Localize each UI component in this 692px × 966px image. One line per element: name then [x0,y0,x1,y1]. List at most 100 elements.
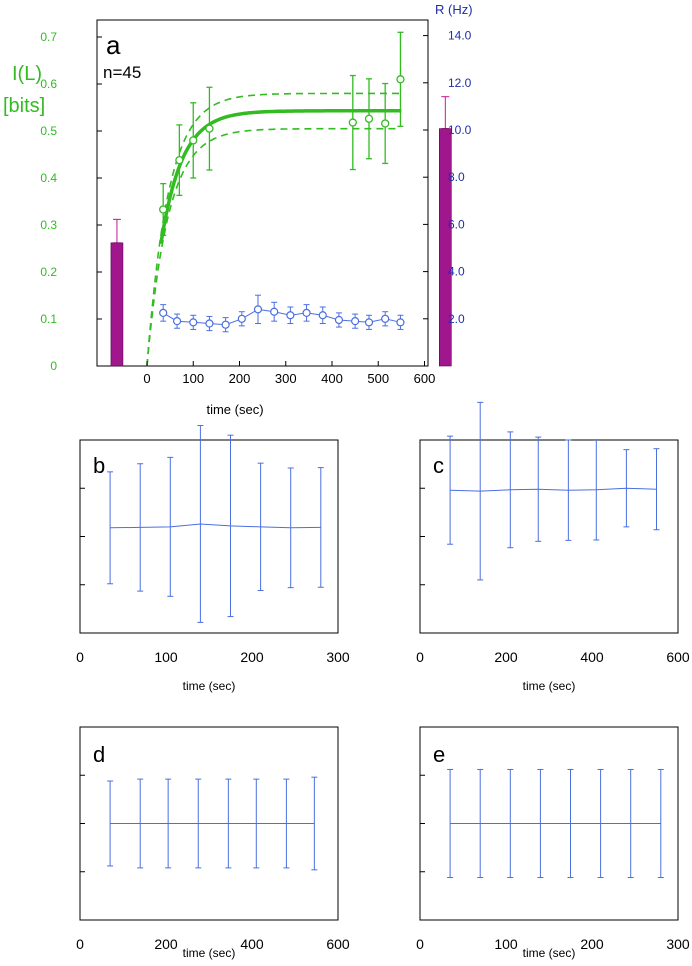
panel-b-xlabel: time (sec) [183,679,236,693]
panel-b-error-6 [287,467,294,589]
panel-c-label: c [433,453,444,478]
panel-a-fit-lower-band [146,127,401,367]
panel-a-left-tick-label-0: 0 [50,359,57,373]
panel-a-x-tick-label-1: 100 [182,371,204,386]
panel-b-error-4 [227,434,234,618]
panel-a-info-point-1 [175,155,184,165]
panel-b-error-0 [107,471,114,585]
panel-a-right-tick-label-1: 4.0 [448,265,465,279]
panel-a-rate-point-6 [253,305,263,314]
panel-a-right-tick-label-4: 10.0 [448,123,472,137]
panel-c-xlabel: time (sec) [523,679,576,693]
panel-a-label: a [106,30,121,60]
panel-a-info-point-2 [189,136,198,145]
panel-a-rate-point-2 [189,318,198,327]
panel-a-bar-1 [439,128,452,367]
panel-d-error-1 [137,778,144,869]
panel-c-error-3 [535,436,542,542]
panel-e-error-4 [567,768,574,879]
panel-e-error-5 [597,768,604,879]
panel-a-info-point-3 [205,124,214,133]
panel-b-x-tick-label-2: 200 [240,649,264,665]
panel-d-x-tick-label-1: 200 [154,936,178,952]
panel-e-xlabel: time (sec) [523,946,576,960]
panel-c-x-tick-label-0: 0 [416,649,424,665]
panel-e-error-3 [537,768,544,879]
panel-a-ylabel-line1: I(L) [12,63,42,85]
panel-d-xlabel: time (sec) [183,946,236,960]
panel-a-x-tick-label-5: 500 [367,371,389,386]
panel-a-right-tick-label-5: 12.0 [448,76,472,90]
panel-a-x-tick-label-2: 200 [229,371,251,386]
panel-c-x-tick-label-2: 400 [580,649,604,665]
panel-c-error-5 [593,439,600,541]
panel-d-error-2 [165,778,172,869]
panel-e-error-7 [657,768,664,879]
panel-c-error-0 [447,435,454,545]
panel-d-error-3 [195,778,202,869]
panel-a-rate-point-5 [237,314,246,323]
panel-d-error-5 [253,778,260,869]
panel-a-right-tick-label-6: 14.0 [448,29,472,43]
panel-a-info-point-5 [364,114,374,123]
panel-c-frame [419,439,679,634]
panel-a-left-tick-label-1: 0.1 [40,312,57,326]
panel-a-bar-error-0 [112,218,121,244]
panel-b-series-line [110,523,321,529]
panel-a-left-tick-label-5: 0.5 [40,124,57,138]
panel-a-x-tick-label-6: 600 [414,371,436,386]
panel-c-error-7 [653,448,660,531]
panel-a-left-tick-label-4: 0.4 [40,171,57,185]
panel-a-rate-point-1 [172,317,182,326]
panel-a-rate-point-4 [221,320,230,329]
panel-e-error-1 [477,768,484,879]
panel-a-xlabel: time (sec) [206,402,263,417]
panel-a-x-tick-label-4: 400 [321,371,343,386]
panel-e-error-0 [447,768,454,879]
panel-d-x-tick-label-3: 600 [326,936,350,952]
panel-e-error-2 [507,768,514,879]
panel-c-error-2 [507,431,514,549]
panel-d-error-6 [283,778,290,869]
panel-d-x-tick-label-0: 0 [76,936,84,952]
panel-a-left-tick-label-3: 0.3 [40,218,57,232]
panel-a-rate-point-7 [270,307,279,316]
panel-a-rate-point-3 [205,319,214,328]
panel-a-frame [96,19,429,367]
panel-b-error-7 [317,467,324,588]
panel-b-label: b [93,453,105,478]
panel-b-error-3 [197,425,204,623]
panel-b-error-2 [167,456,174,597]
panel-a-fit-curve [159,109,402,244]
panel-a-rate-point-14 [381,314,390,323]
panel-d-error-0 [107,780,114,867]
panel-a-fit-upper-band [146,92,401,367]
panel-b-frame [79,439,339,634]
panel-e-x-tick-label-0: 0 [416,936,424,952]
panel-d-x-tick-label-2: 400 [240,936,264,952]
panel-e-x-tick-label-1: 100 [494,936,518,952]
panel-c-error-6 [623,449,630,528]
panel-a-rate-point-15 [396,318,405,327]
panel-a-rate-line [162,308,401,326]
panel-c-error-1 [477,401,484,581]
panel-a-left-tick-label-6: 0.6 [40,77,57,91]
panel-e-label: e [433,742,445,767]
panel-a-right-tick-label-0: 2.0 [448,312,465,326]
panel-e-x-tick-label-3: 300 [666,936,690,952]
panel-a-left-tick-label-7: 0.7 [40,30,57,44]
panel-a-info-point-6 [381,119,390,128]
panel-b-x-tick-label-3: 300 [326,649,350,665]
panel-a-ylabel-line2: [bits] [3,95,45,117]
panel-d-error-4 [225,778,232,869]
panel-a-rate-point-9 [302,308,311,317]
panel-a-rate-point-10 [318,311,327,320]
panel-a-right-tick-label-3: 8.0 [448,170,465,184]
panel-d-error-7 [311,776,318,871]
panel-a-rate-point-12 [351,317,360,326]
panel-a-info-point-4 [348,118,357,127]
panel-e-x-tick-label-2: 200 [580,936,604,952]
panel-b-error-1 [137,463,144,592]
panel-c-x-tick-label-3: 600 [666,649,690,665]
panel-c-error-4 [565,439,572,541]
